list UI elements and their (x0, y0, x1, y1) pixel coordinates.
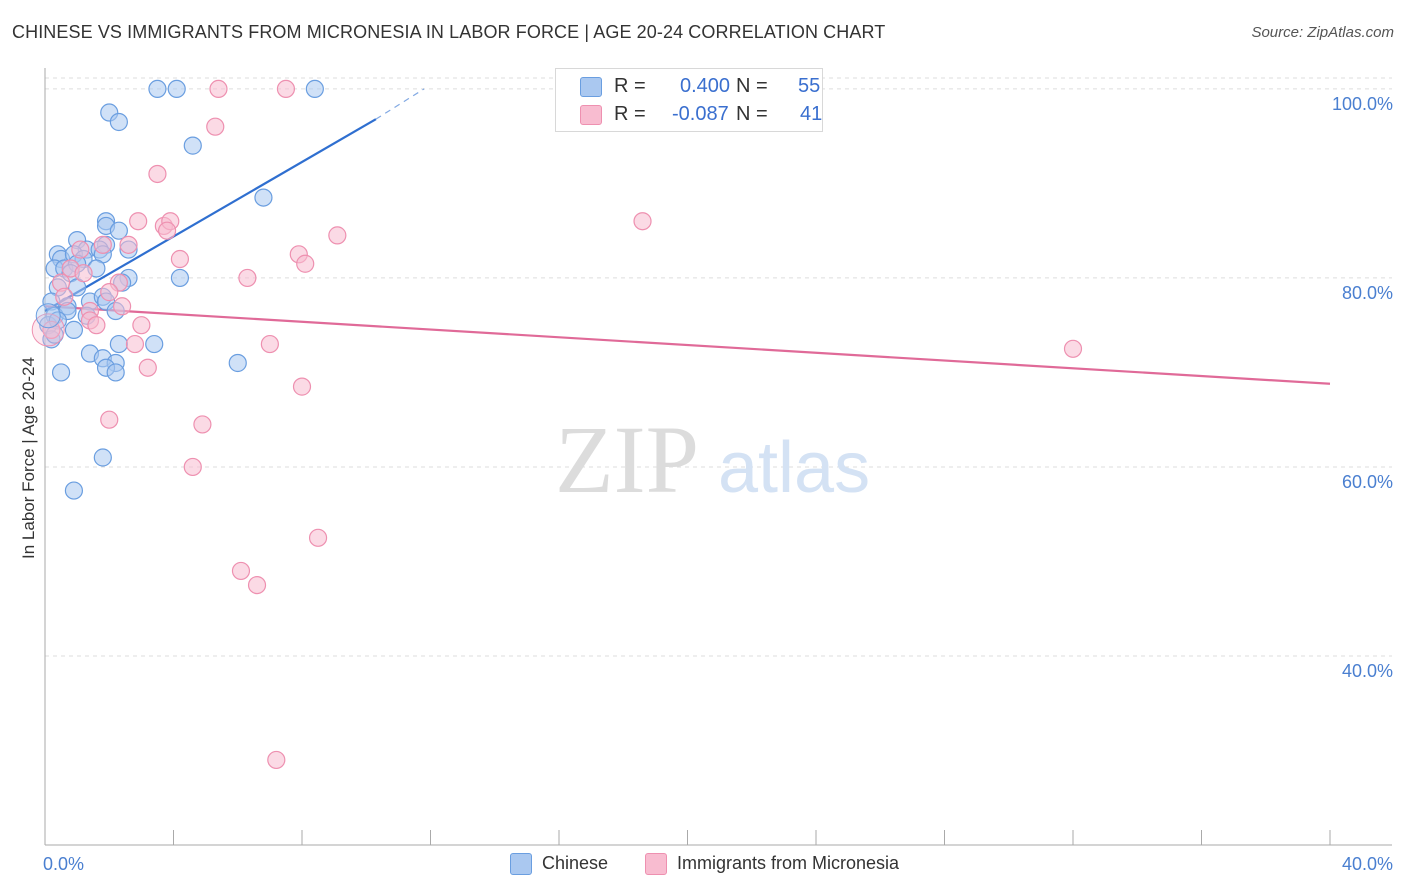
chinese-cluster (35, 303, 61, 329)
n-label: N = (736, 75, 768, 97)
chinese-point (109, 221, 128, 240)
watermark-zip: ZIP (555, 406, 699, 513)
micronesia-point (633, 212, 652, 231)
chinese-point (145, 334, 164, 354)
chinese-point (106, 363, 125, 382)
chinese-point (64, 320, 84, 340)
micronesia-point (100, 283, 119, 302)
axes (44, 68, 1392, 846)
r-value: 0.400 (680, 75, 731, 97)
micronesia-point (193, 415, 212, 434)
y-tick-label: 80.0% (1342, 283, 1393, 303)
chinese-point (51, 363, 71, 382)
chinese-trend-extension (375, 88, 425, 120)
x-tick-label-max: 40.0% (1342, 854, 1393, 874)
micronesia-point (1063, 339, 1083, 358)
y-tick-label: 40.0% (1342, 661, 1393, 681)
micronesia-point (267, 750, 286, 770)
chinese-point (254, 188, 273, 207)
micronesia-swatch (580, 105, 602, 125)
chart-title: CHINESE VS IMMIGRANTS FROM MICRONESIA IN… (12, 22, 886, 42)
micronesia-point (170, 249, 190, 269)
watermark: ZIP atlas (555, 406, 870, 513)
chinese-point (64, 481, 84, 500)
source-label: Source: ZipAtlas.com (1251, 24, 1394, 41)
micronesia-point (100, 410, 119, 429)
micronesia-cluster (31, 313, 65, 347)
chinese-point (170, 268, 190, 288)
chinese-point (228, 353, 247, 373)
chinese-swatch (580, 77, 602, 97)
chinese-point (167, 79, 186, 99)
micronesia-point (296, 254, 315, 273)
chinese-point (305, 79, 324, 99)
micronesia-point (328, 226, 347, 245)
micronesia-point (308, 528, 328, 547)
r-label: R = (614, 103, 646, 125)
micronesia-point (55, 287, 74, 306)
legend-label-chinese: Chinese (542, 853, 609, 873)
micronesia-point (276, 79, 296, 99)
watermark-atlas: atlas (718, 428, 870, 508)
micronesia-point (129, 212, 148, 231)
micronesia-point (238, 268, 257, 288)
x-tick-label-min: 0.0% (43, 854, 84, 874)
micronesia-point (157, 221, 177, 240)
micronesia-swatch (645, 853, 667, 875)
r-label: R = (614, 75, 646, 97)
micronesia-point (209, 79, 228, 99)
y-axis-label: In Labor Force | Age 20-24 (19, 357, 38, 559)
micronesia-point (183, 457, 202, 477)
micronesia-point (132, 316, 151, 335)
micronesia-point (148, 164, 167, 184)
micronesia-point (206, 117, 225, 136)
axis-labels: 0.0% 40.0% In Labor Force | Age 20-24 40… (19, 94, 1393, 874)
micronesia-point (71, 240, 90, 259)
chinese-swatch (510, 853, 532, 875)
data-points (31, 79, 1083, 770)
micronesia-point (138, 358, 157, 377)
micronesia-point (119, 235, 138, 254)
n-value: 55 (798, 75, 821, 97)
micronesia-point (260, 334, 279, 354)
y-tick-label: 60.0% (1342, 472, 1393, 492)
micronesia-point (93, 235, 112, 254)
chinese-point (183, 136, 202, 155)
micronesia-point (292, 377, 312, 396)
micronesia-point (247, 575, 267, 595)
chinese-trend-line (44, 118, 377, 312)
legend-label-micronesia: Immigrants from Micronesia (677, 853, 900, 873)
chinese-point (93, 448, 112, 467)
chinese-point (109, 334, 128, 354)
r-value: -0.087 (672, 103, 729, 125)
micronesia-point (74, 264, 93, 283)
micronesia-point (87, 316, 106, 335)
trend-lines (44, 88, 1331, 385)
micronesia-point (125, 334, 145, 354)
y-tick-label: 100.0% (1332, 94, 1393, 114)
n-value: 41 (800, 103, 823, 125)
micronesia-point (112, 297, 132, 316)
chinese-point (148, 79, 167, 99)
chinese-point (109, 112, 128, 132)
correlation-legend: R = 0.400 N = 55 R = -0.087 N = 41 (555, 68, 823, 132)
n-label: N = (736, 103, 768, 125)
micronesia-trend-line (44, 305, 1331, 385)
micronesia-point (231, 561, 251, 581)
